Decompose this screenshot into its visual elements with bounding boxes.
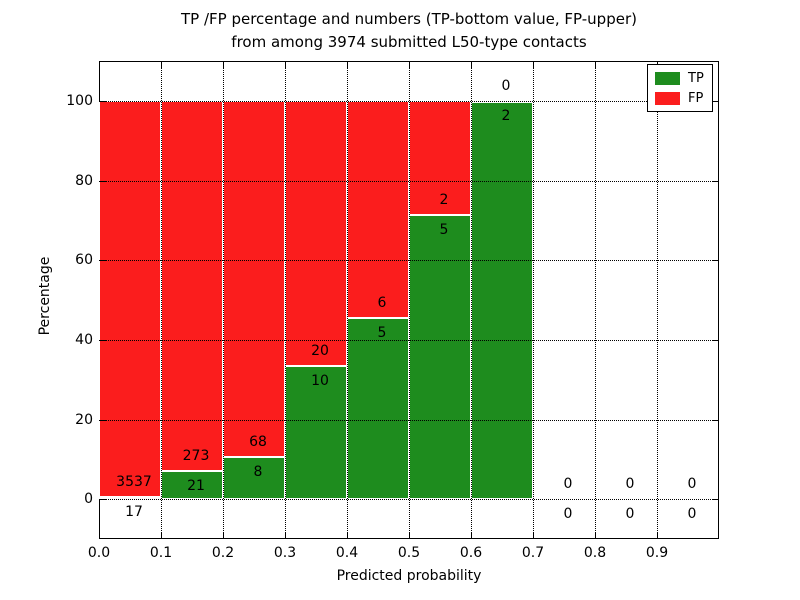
fp-count-label: 3537 <box>116 474 152 491</box>
fp-count-label: 0 <box>687 476 697 493</box>
bar-tp <box>409 214 471 500</box>
x-tick-mark <box>347 62 348 68</box>
legend-label: TP <box>688 70 704 86</box>
bar-fp <box>223 100 285 458</box>
y-tick-mark <box>100 180 106 182</box>
x-tick-label: 0.5 <box>397 545 421 561</box>
tp-count-label: 5 <box>439 221 449 238</box>
y-tick-mark <box>712 260 718 262</box>
legend-label: FP <box>688 90 704 106</box>
y-tick-mark <box>100 260 106 262</box>
x-gridline <box>471 61 472 539</box>
x-tick-mark <box>595 532 596 538</box>
x-tick-mark <box>99 532 100 538</box>
tp-count-label: 10 <box>311 373 329 390</box>
x-gridline <box>657 61 658 539</box>
tp-count-label: 5 <box>377 325 387 342</box>
tp-count-label: 21 <box>187 477 205 494</box>
x-tick-label: 0.3 <box>273 545 297 561</box>
bar-fp <box>285 100 347 367</box>
y-tick-mark <box>100 499 106 501</box>
legend-row: TP <box>655 68 712 88</box>
y-tick-label: 100 <box>66 92 93 109</box>
x-tick-mark <box>347 532 348 538</box>
x-tick-mark <box>471 62 472 68</box>
x-tick-mark <box>161 62 162 68</box>
x-tick-mark <box>533 62 534 68</box>
y-tick-mark <box>100 100 106 102</box>
x-tick-mark <box>533 532 534 538</box>
x-tick-mark <box>223 532 224 538</box>
x-gridline <box>161 61 162 539</box>
bar-tp <box>223 457 285 500</box>
bar-fp <box>347 100 409 319</box>
y-tick-mark <box>712 499 718 501</box>
x-gridline <box>223 61 224 539</box>
x-tick-label: 0.4 <box>335 545 359 561</box>
y-tick-label: 60 <box>75 252 93 269</box>
bar-tp <box>471 100 533 500</box>
x-tick-label: 0.7 <box>521 545 545 561</box>
x-tick-label: 0.8 <box>583 545 607 561</box>
x-tick-label: 0.2 <box>211 545 235 561</box>
tp-count-label: 0 <box>687 506 697 523</box>
tp-count-label: 17 <box>125 504 143 521</box>
x-tick-mark <box>471 532 472 538</box>
bar-fp <box>161 100 223 471</box>
tp-count-label: 8 <box>253 464 263 481</box>
bar-tp <box>285 366 347 500</box>
y-tick-mark <box>712 339 718 341</box>
x-tick-label: 0.0 <box>87 545 111 561</box>
fp-count-label: 0 <box>563 476 573 493</box>
y-tick-mark <box>712 419 718 421</box>
y-tick-mark <box>100 339 106 341</box>
y-tick-mark <box>712 180 718 182</box>
y-tick-label: 80 <box>75 172 93 189</box>
fp-count-label: 273 <box>182 447 210 464</box>
x-gridline <box>285 61 286 539</box>
legend-swatch-tp <box>655 71 680 85</box>
tp-count-label: 2 <box>501 107 511 124</box>
fp-count-label: 2 <box>439 191 449 208</box>
chart-title-line1: TP /FP percentage and numbers (TP-bottom… <box>181 10 637 28</box>
y-tick-label: 0 <box>84 491 93 508</box>
legend-row: FP <box>655 88 712 108</box>
y-tick-label: 40 <box>75 331 93 348</box>
x-tick-mark <box>657 532 658 538</box>
x-tick-label: 0.1 <box>149 545 173 561</box>
x-tick-mark <box>409 532 410 538</box>
x-gridline <box>409 61 410 539</box>
x-tick-label: 0.6 <box>459 545 483 561</box>
legend-swatch-fp <box>655 91 680 105</box>
tp-count-label: 0 <box>563 506 573 523</box>
x-tick-mark <box>99 62 100 68</box>
y-tick-mark <box>712 100 718 102</box>
x-tick-mark <box>285 62 286 68</box>
bar-fp <box>99 100 161 498</box>
x-gridline <box>347 61 348 539</box>
x-tick-label: 0.9 <box>645 545 669 561</box>
bar-tp <box>347 318 409 500</box>
x-tick-mark <box>595 62 596 68</box>
x-tick-mark <box>161 532 162 538</box>
x-gridline <box>533 61 534 539</box>
x-axis-label: Predicted probability <box>336 568 482 584</box>
y-tick-mark <box>100 419 106 421</box>
x-gridline <box>595 61 596 539</box>
bar-tp <box>99 497 161 500</box>
tp-count-label: 0 <box>625 506 635 523</box>
fp-count-label: 0 <box>625 476 635 493</box>
fp-count-label: 6 <box>377 295 387 312</box>
fp-count-label: 0 <box>501 77 511 94</box>
fp-count-label: 20 <box>311 343 329 360</box>
legend: TP FP <box>647 64 713 112</box>
x-tick-mark <box>223 62 224 68</box>
fp-count-label: 68 <box>249 434 267 451</box>
chart-title-line2: from among 3974 submitted L50-type conta… <box>231 33 587 51</box>
x-tick-mark <box>409 62 410 68</box>
y-tick-label: 20 <box>75 411 93 428</box>
x-tick-mark <box>285 532 286 538</box>
